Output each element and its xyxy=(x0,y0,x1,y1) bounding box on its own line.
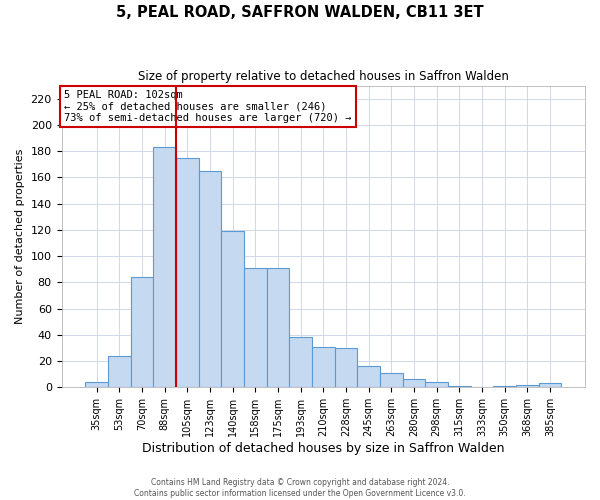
Bar xyxy=(289,338,312,388)
Bar xyxy=(176,158,199,388)
Bar xyxy=(244,268,266,388)
X-axis label: Distribution of detached houses by size in Saffron Walden: Distribution of detached houses by size … xyxy=(142,442,505,455)
Bar xyxy=(403,380,425,388)
Bar xyxy=(357,366,380,388)
Bar xyxy=(312,346,335,388)
Bar xyxy=(516,384,539,388)
Bar xyxy=(335,348,357,388)
Bar xyxy=(108,356,131,388)
Bar xyxy=(131,277,154,388)
Bar xyxy=(85,382,108,388)
Bar xyxy=(448,386,470,388)
Bar xyxy=(221,231,244,388)
Bar xyxy=(154,147,176,388)
Bar xyxy=(199,171,221,388)
Bar xyxy=(380,373,403,388)
Text: Contains HM Land Registry data © Crown copyright and database right 2024.
Contai: Contains HM Land Registry data © Crown c… xyxy=(134,478,466,498)
Text: 5 PEAL ROAD: 102sqm
← 25% of detached houses are smaller (246)
73% of semi-detac: 5 PEAL ROAD: 102sqm ← 25% of detached ho… xyxy=(64,90,352,124)
Bar xyxy=(425,382,448,388)
Bar xyxy=(266,268,289,388)
Bar xyxy=(493,386,516,388)
Text: 5, PEAL ROAD, SAFFRON WALDEN, CB11 3ET: 5, PEAL ROAD, SAFFRON WALDEN, CB11 3ET xyxy=(116,5,484,20)
Title: Size of property relative to detached houses in Saffron Walden: Size of property relative to detached ho… xyxy=(138,70,509,83)
Y-axis label: Number of detached properties: Number of detached properties xyxy=(15,149,25,324)
Bar xyxy=(539,384,561,388)
